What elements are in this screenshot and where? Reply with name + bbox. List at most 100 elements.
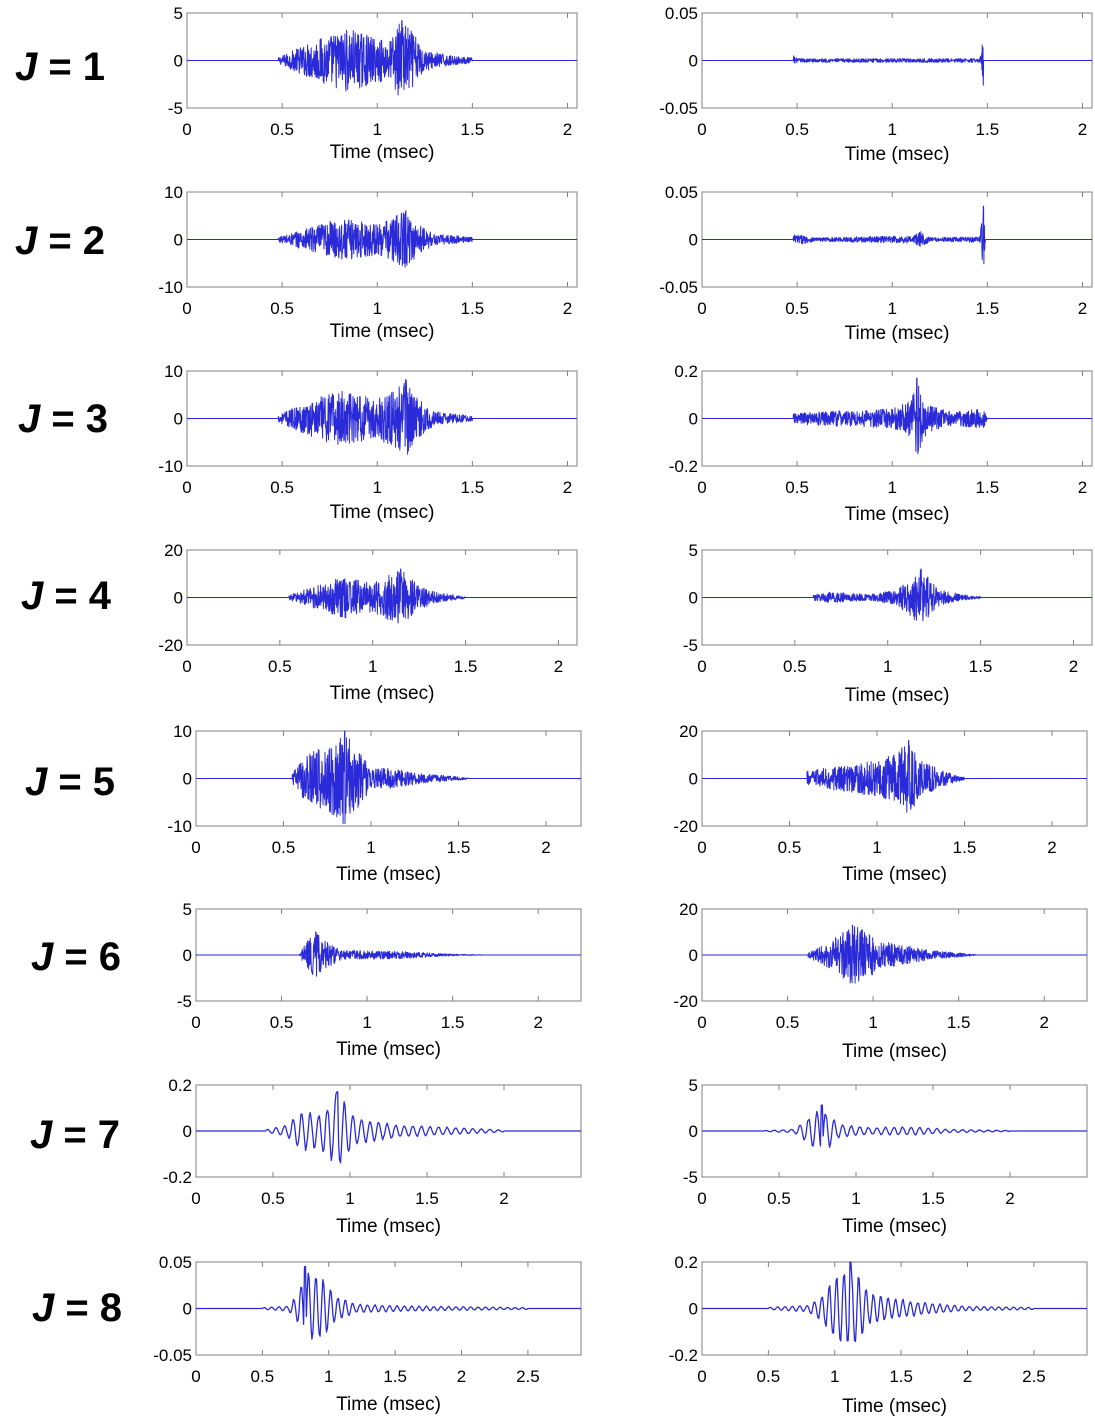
y-tick-label: -20 [673, 992, 698, 1011]
x-tick-label: 1.5 [383, 1367, 407, 1386]
signal-line [187, 20, 577, 96]
row-label-j5: J = 5 [25, 760, 115, 804]
subplot-5-right: 0 0.5 1 1.5 2 20 0 -20 Time (msec) [673, 722, 1088, 885]
signal-line [702, 44, 1092, 86]
x-axis-label: Time (msec) [336, 1216, 441, 1237]
x-tick-label: 0 [697, 478, 706, 497]
signal-line [702, 740, 1087, 813]
subplot-7-right: 0 0.5 1 1.5 2 5 0 -5 Time (msec) [683, 1076, 1088, 1237]
signal-line [702, 924, 1087, 984]
x-tick-label: 2 [1069, 657, 1078, 676]
x-tick-label: 1 [830, 1367, 839, 1386]
row-label-j8: J = 8 [32, 1286, 122, 1330]
signal-line [187, 210, 577, 268]
x-axis-label: Time (msec) [330, 502, 435, 523]
y-tick-label: 20 [164, 541, 183, 560]
y-tick-label: 10 [164, 362, 183, 381]
y-tick-label: -0.2 [669, 457, 698, 476]
x-tick-label: 1.5 [976, 478, 1000, 497]
x-tick-label: 0 [191, 1189, 200, 1208]
x-axis-label: Time (msec) [842, 1396, 947, 1417]
y-tick-label: 0.05 [159, 1253, 192, 1272]
x-tick-label: 1 [324, 1367, 333, 1386]
x-tick-label: 1.5 [461, 120, 485, 139]
row-label-j6: J = 6 [31, 935, 121, 979]
y-tick-label: 10 [164, 183, 183, 202]
y-tick-label: -5 [177, 992, 192, 1011]
x-tick-label: 1.5 [415, 1189, 439, 1208]
signal-line [702, 568, 1092, 622]
row-label-j4: J = 4 [21, 574, 112, 618]
x-tick-label: 2 [457, 1367, 466, 1386]
y-tick-label: 0.2 [674, 362, 698, 381]
x-tick-label: 1 [368, 657, 377, 676]
y-tick-label: -20 [158, 636, 183, 655]
x-tick-label: 0.5 [270, 299, 294, 318]
y-tick-label: -0.05 [659, 99, 698, 118]
x-axis-label: Time (msec) [330, 142, 435, 163]
x-tick-label: 0.5 [268, 657, 292, 676]
y-tick-label: -5 [168, 99, 183, 118]
x-tick-label: 1.5 [454, 657, 478, 676]
y-tick-label: 0 [689, 946, 698, 965]
y-tick-label: 0 [183, 1300, 192, 1319]
x-tick-label: 2 [963, 1367, 972, 1386]
x-tick-label: 1.5 [953, 838, 977, 857]
y-tick-label: 0 [689, 1300, 698, 1319]
subplot-8-left: 0 0.5 1 1.5 2 2.5 0.05 0 -0.05 Time (msec) [153, 1253, 582, 1415]
x-tick-label: 0.5 [261, 1189, 285, 1208]
x-tick-label: 2 [554, 657, 563, 676]
x-tick-label: 1 [888, 299, 897, 318]
x-tick-label: 0 [182, 657, 191, 676]
x-axis-label: Time (msec) [336, 864, 441, 885]
y-tick-label: 0 [183, 946, 192, 965]
x-tick-label: 0 [191, 838, 200, 857]
y-tick-label: 0 [689, 231, 698, 250]
subplot-6-right: 0 0.5 1 1.5 2 20 0 -20 Time (msec) [673, 900, 1088, 1062]
x-tick-label: 1 [851, 1189, 860, 1208]
y-tick-label: 5 [689, 1076, 698, 1095]
row-label-j2: J = 2 [15, 219, 105, 263]
signal-line [702, 1261, 1087, 1343]
x-tick-label: 1 [362, 1013, 371, 1032]
x-tick-label: 2 [1039, 1013, 1048, 1032]
y-tick-label: 5 [689, 541, 698, 560]
y-tick-label: -0.2 [163, 1168, 192, 1187]
x-tick-label: 0 [191, 1367, 200, 1386]
x-tick-label: 0 [697, 657, 706, 676]
x-tick-label: 1 [373, 120, 382, 139]
y-tick-label: 0.05 [665, 183, 698, 202]
x-tick-label: 1.5 [461, 299, 485, 318]
x-tick-label: 0.5 [785, 299, 809, 318]
x-tick-label: 1.5 [969, 657, 993, 676]
row-label-j3: J = 3 [18, 397, 108, 441]
x-tick-label: 0 [191, 1013, 200, 1032]
x-tick-label: 0 [697, 1013, 706, 1032]
x-tick-label: 1 [872, 838, 881, 857]
x-axis-label: Time (msec) [842, 864, 947, 885]
x-tick-label: 1 [888, 478, 897, 497]
x-tick-label: 1.5 [976, 299, 1000, 318]
x-tick-label: 1.5 [447, 838, 471, 857]
x-tick-label: 2 [541, 838, 550, 857]
y-tick-label: -0.05 [659, 278, 698, 297]
signal-line [187, 568, 577, 624]
x-tick-label: 2 [1005, 1189, 1014, 1208]
x-tick-label: 2 [1078, 478, 1087, 497]
y-tick-label: 0 [174, 410, 183, 429]
x-tick-label: 0.5 [270, 1013, 294, 1032]
x-axis-label: Time (msec) [845, 144, 950, 165]
x-tick-label: 0.5 [270, 120, 294, 139]
x-axis-label: Time (msec) [330, 683, 435, 704]
x-tick-label: 0 [182, 120, 191, 139]
y-tick-label: 10 [173, 722, 192, 741]
x-tick-label: 0 [697, 1189, 706, 1208]
x-tick-label: 2 [563, 120, 572, 139]
x-tick-label: 2 [563, 478, 572, 497]
row-label-j7: J = 7 [30, 1113, 120, 1157]
x-tick-label: 0.5 [270, 478, 294, 497]
x-tick-label: 0.5 [251, 1367, 275, 1386]
subplot-5-left: 0 0.5 1 1.5 2 10 0 -10 Time (msec) [167, 722, 582, 885]
x-tick-label: 1 [868, 1013, 877, 1032]
